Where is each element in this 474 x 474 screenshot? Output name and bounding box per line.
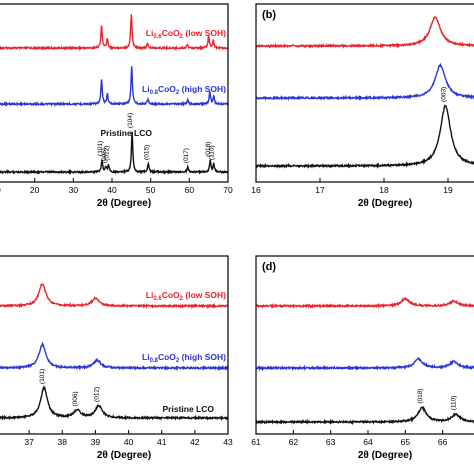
panel-0: Li0.6CoO2 (low SOH) Li0.8CoO2 (high SOH) P…	[0, 3, 233, 209]
series-line-1	[0, 341, 228, 372]
x-tick-label: 65	[401, 437, 411, 447]
series-line-2	[0, 131, 228, 175]
peak-label: (003)	[440, 87, 447, 102]
x-tick-label: 38	[58, 437, 68, 447]
x-tick-label: 40	[107, 185, 117, 195]
x-tick-label: 19	[443, 185, 453, 195]
x-axis-label: 2θ (Degree)	[97, 198, 151, 209]
series-line-2	[0, 384, 228, 421]
peak-label: (104)	[127, 113, 134, 128]
x-tick-label: 43	[223, 437, 233, 447]
peak-label: (018)	[417, 388, 424, 403]
x-tick-label: 70	[223, 185, 233, 195]
axes-frame	[255, 255, 474, 435]
x-tick-label: 42	[190, 437, 200, 447]
peak-label: (012)	[104, 146, 111, 161]
x-axis-label: 2θ (Degree)	[358, 450, 412, 461]
x-tick-label: 50	[146, 185, 156, 195]
x-axis-label: 2θ (Degree)	[97, 450, 151, 461]
peak-label: (110)	[451, 396, 458, 411]
series-line-2	[256, 104, 474, 169]
x-tick-label: 62	[289, 437, 299, 447]
x-axis-label: 2θ (Degree)	[358, 198, 412, 209]
x-tick-label: 10	[0, 185, 1, 195]
axes-frame	[255, 3, 474, 183]
series-line-0	[0, 283, 228, 310]
series-line-1	[0, 66, 228, 108]
peak-label: (017)	[183, 148, 190, 163]
x-tick-label: 18	[379, 185, 389, 195]
series-label-2: Pristine LCO	[101, 128, 153, 138]
series-line-0	[256, 296, 474, 310]
x-tick-label: 61	[251, 437, 261, 447]
series-label-2: Pristine LCO	[163, 404, 215, 414]
series-label-0: Li0.6CoO2 (low SOH)	[146, 28, 226, 40]
x-tick-label: 16	[251, 185, 261, 195]
x-tick-label: 40	[124, 437, 134, 447]
x-tick-label: 39	[91, 437, 101, 447]
panel-letter: (b)	[262, 9, 276, 21]
peak-label: (101)	[97, 141, 104, 156]
panel-2: Li0.6CoO2 (low SOH) Li0.8CoO2 (high SOH) P…	[0, 255, 233, 461]
x-tick-label: 66	[438, 437, 448, 447]
series-line-1	[256, 62, 474, 102]
panel-3: (018)(110)616263646566672θ (Degree)(d)	[251, 255, 474, 461]
x-tick-label: 17	[315, 185, 325, 195]
x-tick-label: 64	[363, 437, 373, 447]
peak-label: (015)	[143, 145, 150, 160]
series-label-0: Li0.6CoO2 (low SOH)	[146, 290, 226, 302]
series-label-1: Li0.8CoO2 (high SOH)	[142, 352, 226, 364]
x-tick-label: 20	[30, 185, 40, 195]
x-tick-label: 37	[24, 437, 34, 447]
panel-letter: (d)	[262, 261, 276, 273]
peak-label: (110)	[209, 145, 216, 160]
series-label-1: Li0.8CoO2 (high SOH)	[142, 84, 226, 96]
series-line-1	[256, 356, 474, 372]
x-tick-label: 30	[69, 185, 79, 195]
x-tick-label: 41	[157, 437, 167, 447]
peak-label: (012)	[94, 387, 101, 402]
peak-label: (006)	[101, 148, 108, 163]
series-line-0	[0, 14, 228, 52]
x-tick-label: 60	[185, 185, 195, 195]
peak-label: (018)	[205, 142, 212, 157]
peak-label: (101)	[39, 369, 46, 384]
peak-label: (006)	[72, 391, 79, 406]
panel-1: (003) 16 17 18 19 2θ (Degree) (b)	[251, 3, 474, 209]
axes-frame	[0, 255, 229, 435]
series-line-2	[256, 405, 474, 426]
series-line-0	[256, 16, 474, 49]
x-tick-label: 63	[326, 437, 336, 447]
